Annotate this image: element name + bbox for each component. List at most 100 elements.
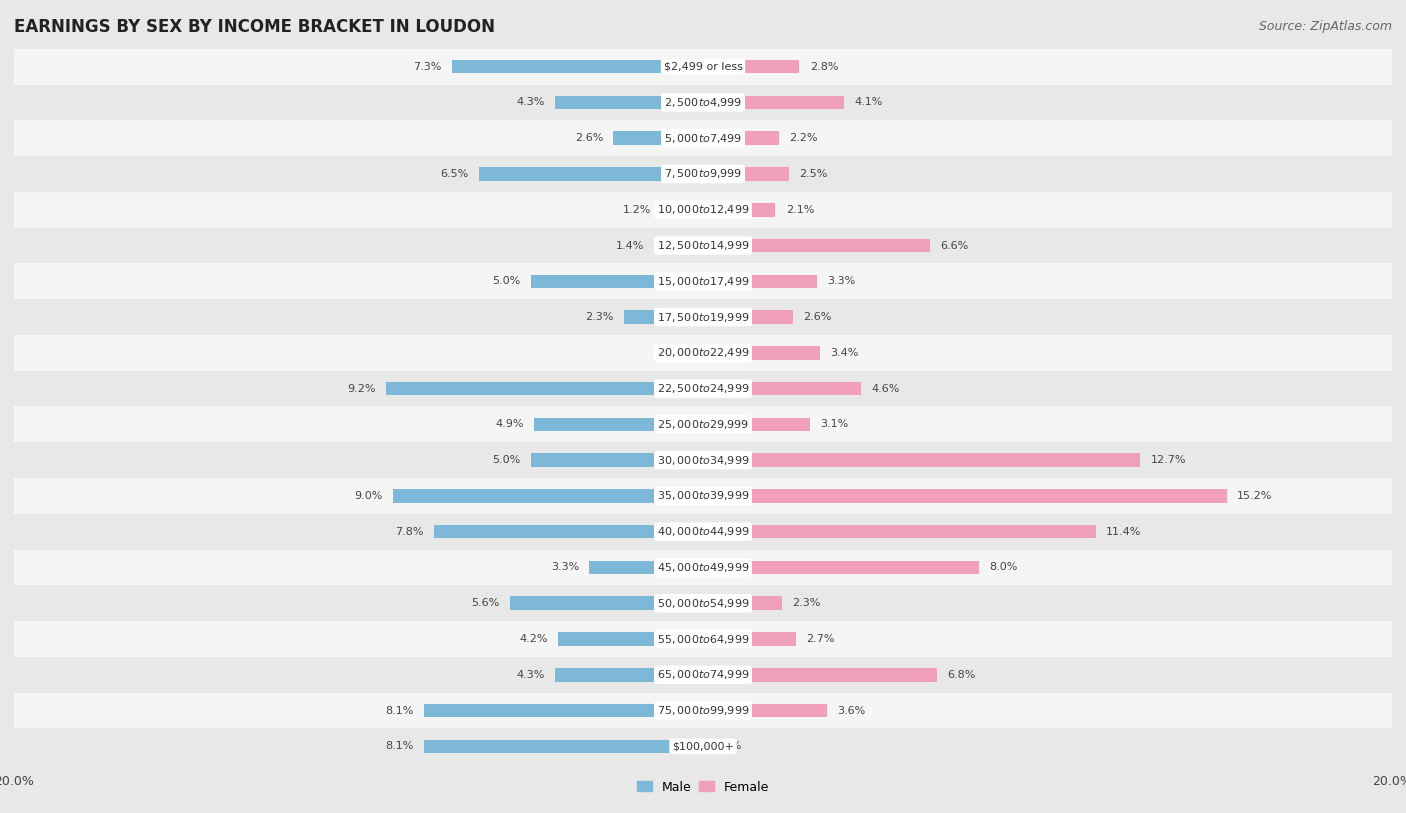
- Bar: [14, 263, 1392, 299]
- Text: $17,500 to $19,999: $17,500 to $19,999: [657, 311, 749, 324]
- Bar: [14, 442, 1392, 478]
- Bar: [14, 657, 1392, 693]
- Text: 3.3%: 3.3%: [827, 276, 855, 286]
- Text: 2.3%: 2.3%: [585, 312, 613, 322]
- Text: $12,500 to $14,999: $12,500 to $14,999: [657, 239, 749, 252]
- Bar: [387, 382, 703, 395]
- Bar: [425, 704, 703, 717]
- Text: 0.0%: 0.0%: [665, 348, 693, 358]
- Text: 8.1%: 8.1%: [385, 741, 413, 751]
- Bar: [14, 299, 1392, 335]
- Bar: [703, 275, 817, 288]
- Bar: [425, 740, 703, 753]
- Bar: [534, 418, 703, 431]
- Text: $2,500 to $4,999: $2,500 to $4,999: [664, 96, 742, 109]
- Bar: [14, 228, 1392, 263]
- Text: 1.2%: 1.2%: [623, 205, 651, 215]
- Text: 8.0%: 8.0%: [988, 563, 1018, 572]
- Text: 6.6%: 6.6%: [941, 241, 969, 250]
- Text: 0.0%: 0.0%: [713, 741, 741, 751]
- Text: $25,000 to $29,999: $25,000 to $29,999: [657, 418, 749, 431]
- Text: 7.8%: 7.8%: [395, 527, 425, 537]
- Bar: [703, 311, 793, 324]
- Text: 4.3%: 4.3%: [516, 670, 544, 680]
- Bar: [662, 203, 703, 216]
- Text: $75,000 to $99,999: $75,000 to $99,999: [657, 704, 749, 717]
- Bar: [14, 514, 1392, 550]
- Bar: [558, 633, 703, 646]
- Text: 4.3%: 4.3%: [516, 98, 544, 107]
- Text: $7,500 to $9,999: $7,500 to $9,999: [664, 167, 742, 180]
- Bar: [14, 550, 1392, 585]
- Bar: [14, 406, 1392, 442]
- Bar: [703, 60, 800, 73]
- Text: $22,500 to $24,999: $22,500 to $24,999: [657, 382, 749, 395]
- Bar: [703, 489, 1226, 502]
- Bar: [14, 728, 1392, 764]
- Bar: [510, 597, 703, 610]
- Bar: [703, 346, 820, 359]
- Text: 3.6%: 3.6%: [838, 706, 866, 715]
- Bar: [14, 585, 1392, 621]
- Text: 2.7%: 2.7%: [807, 634, 835, 644]
- Bar: [14, 120, 1392, 156]
- Text: 4.6%: 4.6%: [872, 384, 900, 393]
- Legend: Male, Female: Male, Female: [633, 776, 773, 798]
- Bar: [14, 156, 1392, 192]
- Text: 3.3%: 3.3%: [551, 563, 579, 572]
- Bar: [703, 96, 844, 109]
- Bar: [703, 597, 782, 610]
- Text: $50,000 to $54,999: $50,000 to $54,999: [657, 597, 749, 610]
- Bar: [703, 418, 810, 431]
- Text: 12.7%: 12.7%: [1152, 455, 1187, 465]
- Bar: [531, 454, 703, 467]
- Text: 9.0%: 9.0%: [354, 491, 382, 501]
- Text: 8.1%: 8.1%: [385, 706, 413, 715]
- Bar: [703, 561, 979, 574]
- Text: 3.4%: 3.4%: [831, 348, 859, 358]
- Bar: [14, 192, 1392, 228]
- Bar: [624, 311, 703, 324]
- Bar: [434, 525, 703, 538]
- Text: 2.2%: 2.2%: [789, 133, 818, 143]
- Text: 2.3%: 2.3%: [793, 598, 821, 608]
- Bar: [555, 96, 703, 109]
- Text: 15.2%: 15.2%: [1237, 491, 1272, 501]
- Bar: [703, 132, 779, 145]
- Text: 6.5%: 6.5%: [440, 169, 468, 179]
- Text: $5,000 to $7,499: $5,000 to $7,499: [664, 132, 742, 145]
- Text: 2.1%: 2.1%: [786, 205, 814, 215]
- Bar: [531, 275, 703, 288]
- Text: $35,000 to $39,999: $35,000 to $39,999: [657, 489, 749, 502]
- Bar: [703, 203, 775, 216]
- Text: 4.2%: 4.2%: [519, 634, 548, 644]
- Text: 2.5%: 2.5%: [800, 169, 828, 179]
- Text: Source: ZipAtlas.com: Source: ZipAtlas.com: [1258, 20, 1392, 33]
- Bar: [655, 239, 703, 252]
- Bar: [479, 167, 703, 180]
- Text: $100,000+: $100,000+: [672, 741, 734, 751]
- Text: 7.3%: 7.3%: [413, 62, 441, 72]
- Bar: [613, 132, 703, 145]
- Text: 1.4%: 1.4%: [616, 241, 644, 250]
- Text: 5.6%: 5.6%: [471, 598, 499, 608]
- Bar: [14, 85, 1392, 120]
- Bar: [703, 382, 862, 395]
- Bar: [14, 693, 1392, 728]
- Bar: [703, 668, 938, 681]
- Text: 3.1%: 3.1%: [820, 420, 848, 429]
- Bar: [589, 561, 703, 574]
- Text: $40,000 to $44,999: $40,000 to $44,999: [657, 525, 749, 538]
- Text: 5.0%: 5.0%: [492, 276, 520, 286]
- Bar: [703, 167, 789, 180]
- Text: 2.8%: 2.8%: [810, 62, 838, 72]
- Bar: [14, 371, 1392, 406]
- Bar: [703, 704, 827, 717]
- Bar: [703, 525, 1095, 538]
- Text: $30,000 to $34,999: $30,000 to $34,999: [657, 454, 749, 467]
- Bar: [14, 335, 1392, 371]
- Text: $45,000 to $49,999: $45,000 to $49,999: [657, 561, 749, 574]
- Bar: [14, 478, 1392, 514]
- Text: 9.2%: 9.2%: [347, 384, 375, 393]
- Text: $65,000 to $74,999: $65,000 to $74,999: [657, 668, 749, 681]
